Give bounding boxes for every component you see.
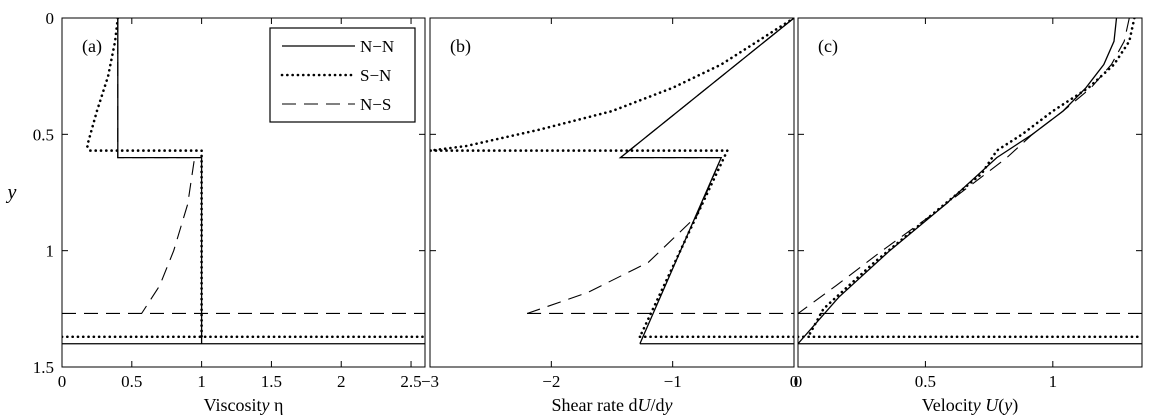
x-axis-label-part: η [270, 395, 284, 415]
y-tick-label: 1 [46, 242, 55, 261]
series-line-solid [117, 18, 203, 344]
x-axis-label-part: Viscosit [204, 395, 262, 415]
y-tick-label: 1.5 [33, 358, 54, 377]
x-axis-label: Velocity U(y) [922, 395, 1019, 416]
legend-box [269, 27, 416, 123]
x-axis-label-part: y [1002, 395, 1012, 415]
x-tick-label: 1 [1049, 372, 1058, 391]
legend-entry: S−N [360, 66, 391, 85]
x-axis-label-part: y [260, 395, 270, 415]
panel-label: (c) [818, 36, 838, 57]
x-tick-label: 0 [790, 372, 799, 391]
axes-frame [429, 17, 795, 368]
x-axis-label-part: y [971, 395, 981, 415]
x-tick-label: 1.5 [261, 372, 282, 391]
legend: N−N S−N N−S [269, 27, 416, 123]
x-tick-label: 0.5 [121, 372, 142, 391]
x-axis-label-part: /d [650, 395, 664, 415]
x-tick-label: −1 [664, 372, 682, 391]
y-tick-label: 0.5 [33, 125, 54, 144]
legend-entry: N−S [360, 95, 391, 114]
x-axis-label-part: y [662, 395, 672, 415]
panel-2: −3 −2 −1 0 (b) Shear rate dU/dy [421, 17, 799, 415]
panel-label: (a) [82, 36, 102, 57]
series-line-dotted [430, 18, 794, 339]
y-axis-label: y [6, 182, 17, 204]
x-tick-label: −2 [542, 372, 560, 391]
series-line-dotted [806, 18, 1136, 339]
panel-1: 0 0.5 1 1.5 2 2.500.511.5(a)Viscosity ηyN−NS−… [6, 9, 426, 415]
axes-frame [61, 17, 426, 368]
plot-area [430, 18, 794, 345]
x-axis-label-part: U [637, 395, 651, 415]
y-tick-label: 0 [46, 9, 55, 28]
x-tick-label: 0.5 [915, 372, 936, 391]
panel-label: (b) [450, 36, 471, 57]
x-axis-label-part: U [985, 395, 999, 415]
series-line-dashed [798, 18, 1130, 314]
x-axis-label-part: Shear rate d [552, 395, 638, 415]
x-tick-label: −3 [421, 372, 439, 391]
x-tick-label: 2.5 [400, 372, 421, 391]
axes-frame [797, 17, 1143, 368]
plot-area [62, 18, 425, 345]
x-axis-label: Shear rate dU/dy [552, 395, 673, 415]
series-line-solid [618, 18, 794, 344]
x-axis-label-part: ( [998, 395, 1004, 416]
x-tick-label: 2 [337, 372, 346, 391]
x-tick-label: 0 [794, 372, 803, 391]
plot-area [798, 18, 1142, 345]
series-line-solid [798, 18, 1118, 345]
x-tick-label: 0 [58, 372, 67, 391]
x-axis-label-part: ) [1012, 395, 1018, 416]
panel-3: 0 0.5 1(c)Velocity U(y) [794, 17, 1143, 416]
legend-entry: N−N [360, 37, 394, 56]
series-line-dotted [85, 18, 203, 339]
x-axis-label-part: Velocit [922, 395, 973, 415]
x-tick-label: 1 [197, 372, 206, 391]
x-axis-label: Viscosity η [204, 395, 284, 415]
series-line-dashed [526, 18, 794, 315]
series-line-dashed [117, 18, 196, 314]
